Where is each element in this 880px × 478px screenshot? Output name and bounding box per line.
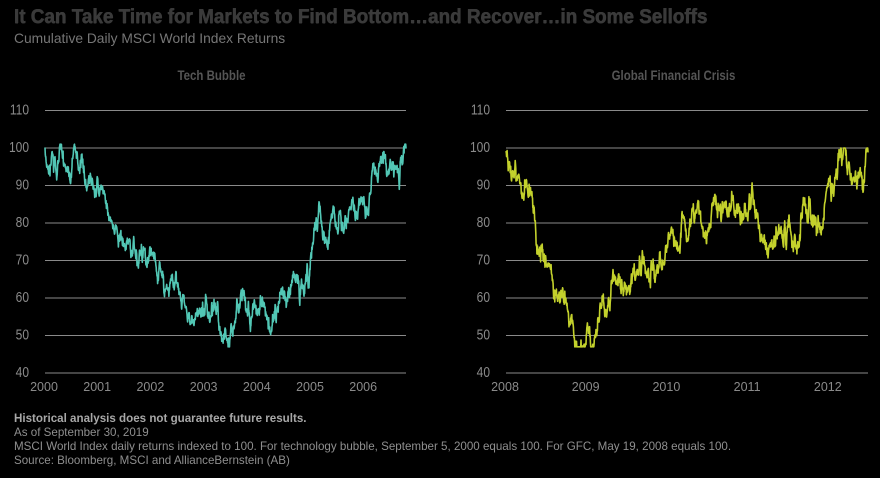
svg-text:2009: 2009	[572, 380, 600, 394]
svg-text:40: 40	[16, 364, 30, 381]
svg-text:50: 50	[477, 326, 491, 343]
svg-text:90: 90	[477, 176, 491, 193]
svg-text:2004: 2004	[243, 380, 271, 394]
svg-text:2011: 2011	[734, 380, 761, 394]
svg-text:100: 100	[9, 139, 29, 156]
svg-text:2000: 2000	[30, 380, 58, 394]
svg-text:70: 70	[16, 251, 30, 268]
svg-text:60: 60	[477, 289, 491, 306]
svg-text:80: 80	[477, 214, 491, 231]
svg-text:2012: 2012	[814, 380, 842, 394]
svg-text:70: 70	[477, 251, 491, 268]
svg-text:60: 60	[16, 289, 30, 306]
svg-text:80: 80	[16, 214, 30, 231]
svg-text:2008: 2008	[491, 380, 519, 394]
svg-text:2003: 2003	[190, 380, 218, 394]
svg-text:100: 100	[470, 139, 490, 156]
svg-text:110: 110	[471, 101, 491, 118]
svg-text:2002: 2002	[136, 380, 164, 394]
svg-text:2001: 2001	[83, 380, 111, 394]
svg-text:2010: 2010	[652, 380, 680, 394]
svg-text:2006: 2006	[349, 380, 377, 394]
svg-text:2005: 2005	[296, 380, 324, 394]
svg-text:90: 90	[16, 176, 30, 193]
svg-text:50: 50	[16, 326, 30, 343]
svg-text:40: 40	[477, 364, 491, 381]
svg-text:110: 110	[10, 101, 30, 118]
